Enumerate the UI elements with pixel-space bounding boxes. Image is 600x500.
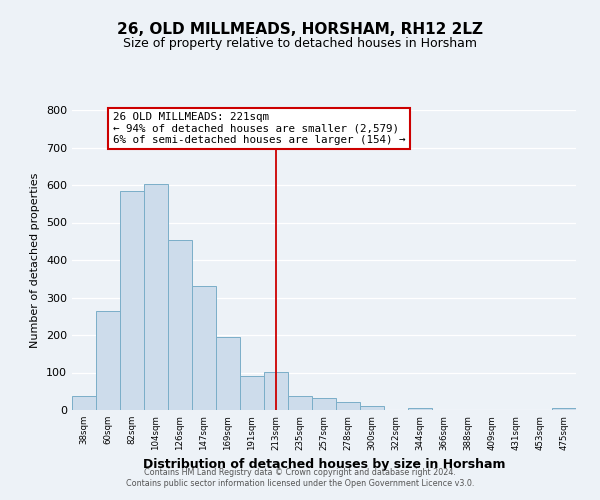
Bar <box>288 396 312 410</box>
Text: 26, OLD MILLMEADS, HORSHAM, RH12 2LZ: 26, OLD MILLMEADS, HORSHAM, RH12 2LZ <box>117 22 483 38</box>
Bar <box>336 402 360 410</box>
Bar <box>312 398 336 410</box>
Bar <box>168 240 192 410</box>
Y-axis label: Number of detached properties: Number of detached properties <box>31 172 40 348</box>
Text: Size of property relative to detached houses in Horsham: Size of property relative to detached ho… <box>123 38 477 51</box>
X-axis label: Distribution of detached houses by size in Horsham: Distribution of detached houses by size … <box>143 458 505 471</box>
Bar <box>120 190 144 410</box>
Bar <box>192 286 216 410</box>
Bar <box>216 336 240 410</box>
Bar <box>96 310 120 410</box>
Bar <box>264 372 288 410</box>
Bar <box>144 184 168 410</box>
Text: 26 OLD MILLMEADS: 221sqm
← 94% of detached houses are smaller (2,579)
6% of semi: 26 OLD MILLMEADS: 221sqm ← 94% of detach… <box>113 112 406 145</box>
Bar <box>408 408 432 410</box>
Bar <box>240 376 264 410</box>
Bar <box>72 396 96 410</box>
Bar <box>360 406 384 410</box>
Text: Contains HM Land Registry data © Crown copyright and database right 2024.
Contai: Contains HM Land Registry data © Crown c… <box>126 468 474 487</box>
Bar <box>552 408 576 410</box>
